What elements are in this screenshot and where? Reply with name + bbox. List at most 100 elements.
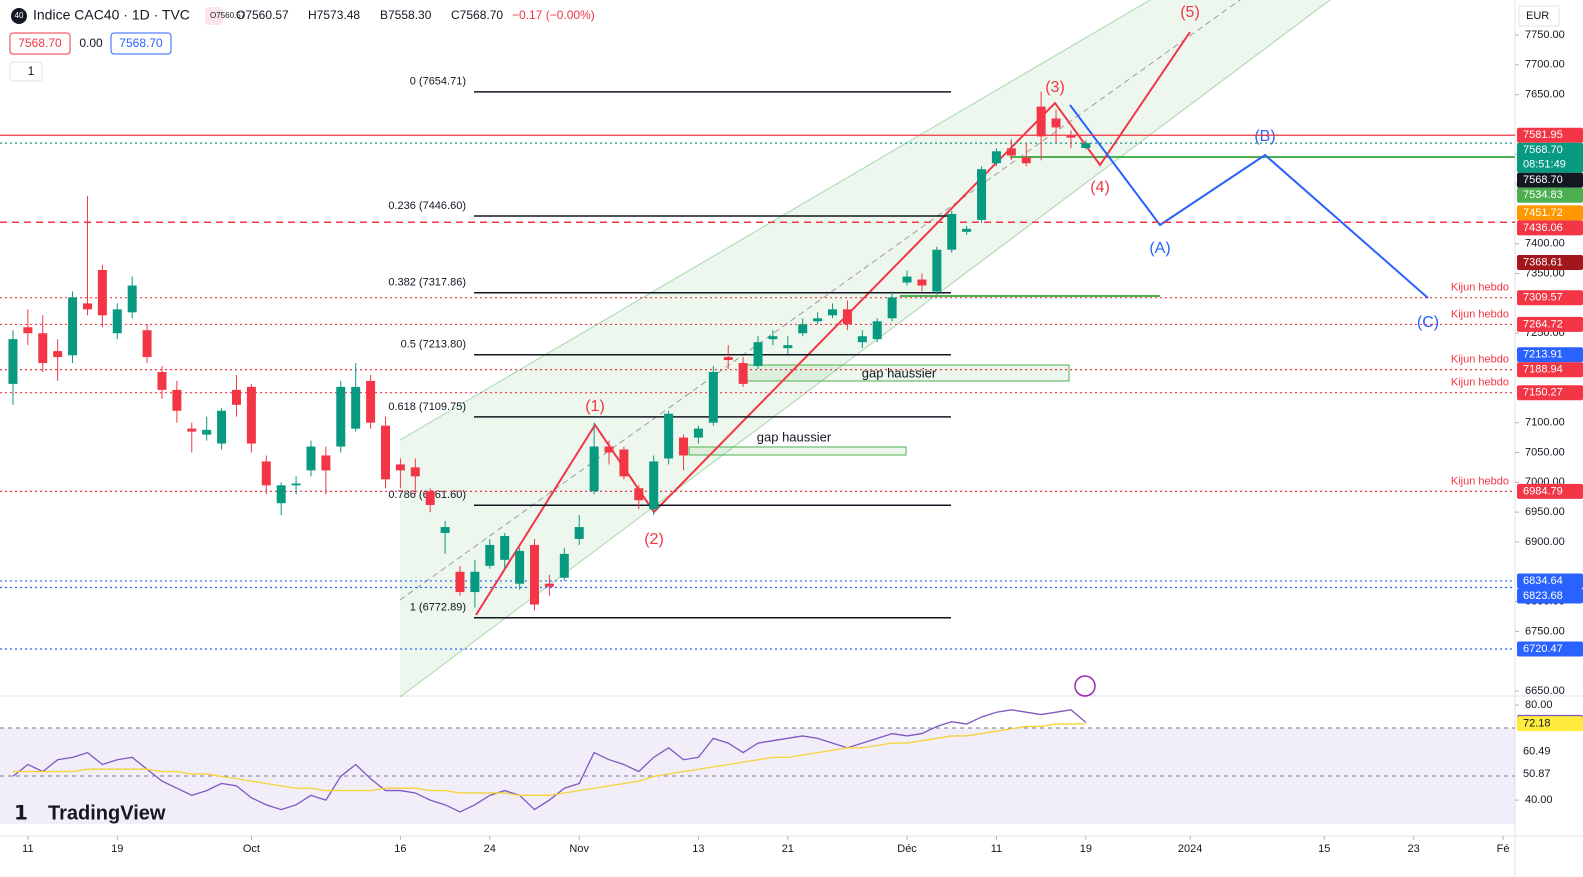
candle-body — [217, 410, 227, 444]
x-tick-label: 19 — [1080, 843, 1092, 855]
price-label: 7581.95 — [1523, 129, 1563, 141]
rsi-line — [12, 709, 1087, 813]
rsi-tick-label: 80.00 — [1525, 699, 1553, 711]
spread: 0.00 — [79, 36, 103, 50]
candle-body — [425, 491, 435, 505]
candle-body — [887, 297, 897, 319]
candle-body — [410, 467, 420, 477]
rsi-line — [12, 723, 1086, 796]
ask-box[interactable] — [110, 32, 172, 55]
candle-body — [23, 327, 33, 334]
candle-body — [634, 488, 644, 501]
y-tick-label: 6950.00 — [1525, 506, 1565, 518]
price-label-box — [1517, 573, 1583, 589]
rsi-tick-label: 40.00 — [1525, 794, 1553, 806]
price-label: 7451.72 — [1523, 207, 1563, 219]
price-label-box — [1517, 588, 1583, 604]
ohlc-change: −0.17 (−0.00%) — [512, 8, 595, 22]
x-tick-label: 21 — [782, 843, 794, 855]
bid-box[interactable] — [9, 32, 71, 55]
candle-body — [351, 386, 361, 429]
candle-body — [857, 336, 867, 343]
price-label: 7309.57 — [1523, 292, 1563, 304]
candle-body — [738, 363, 748, 384]
candle-body — [68, 297, 78, 356]
candle-body — [962, 228, 972, 232]
candle-body — [872, 321, 882, 340]
candle-body — [112, 309, 122, 334]
price-label-box — [1517, 127, 1583, 143]
candle-body — [380, 425, 390, 480]
ask: 7568.70 — [119, 36, 163, 50]
ohlc-open: O7560.57 — [236, 8, 289, 22]
level-tag: Kijun hebdo — [1451, 475, 1509, 487]
price-label: 7368.61 — [1523, 256, 1563, 268]
candle-body — [977, 169, 987, 220]
price-label: 6823.68 — [1523, 590, 1563, 602]
candle-body — [693, 428, 703, 438]
status-icon — [205, 7, 223, 25]
candle-body — [202, 429, 212, 435]
candle-body — [723, 357, 733, 361]
price-label: 7534.83 — [1523, 189, 1563, 201]
x-tick-label: 23 — [1408, 843, 1420, 855]
price-label: 7150.27 — [1523, 387, 1563, 399]
candle-body — [276, 485, 286, 504]
rsi-label: 50.87 — [1523, 768, 1551, 780]
candle-body — [440, 527, 450, 534]
candle-body — [142, 330, 152, 358]
candle-body — [261, 461, 271, 486]
price-label-box — [1517, 172, 1583, 188]
rsi-label: 72.18 — [1523, 718, 1551, 730]
rsi-label-box — [1517, 743, 1583, 759]
y-tick-label: 7100.00 — [1525, 417, 1565, 429]
candle-body — [828, 309, 838, 316]
candle-body — [604, 446, 614, 453]
candle-body — [321, 455, 331, 471]
candle-body — [902, 276, 912, 283]
wave-label: (A) — [1149, 240, 1170, 257]
candle-body — [82, 303, 92, 310]
wave-label: (C) — [1417, 314, 1439, 331]
candle-body — [1006, 148, 1016, 156]
candle-body — [291, 483, 301, 486]
wave-label: (3) — [1045, 79, 1065, 96]
candle-body — [559, 553, 569, 578]
price-label-box — [1517, 385, 1583, 401]
candle-body — [753, 342, 763, 367]
candle-body — [783, 345, 793, 349]
ohlc: O7560.57 — [210, 11, 246, 20]
rsi-label-box — [1517, 766, 1583, 782]
ohlc-high: H7573.48 — [308, 8, 360, 22]
x-tick-label: 19 — [111, 843, 123, 855]
wave-label: (2) — [644, 531, 664, 548]
candle-body — [544, 583, 554, 587]
event-icon[interactable] — [1074, 675, 1096, 697]
wave-label: (1) — [585, 398, 605, 415]
currency-box[interactable] — [1518, 5, 1560, 27]
candle-body — [246, 386, 256, 444]
fib-label: 0.382 (7317.86) — [388, 277, 466, 289]
fib-label: 1 (6772.89) — [410, 602, 466, 614]
candle-body — [708, 371, 718, 423]
currency: EUR — [1526, 10, 1549, 22]
y-tick-label: 7650.00 — [1525, 89, 1565, 101]
candle-body — [1051, 118, 1061, 128]
price-label-box — [1517, 187, 1583, 203]
wave-label: (B) — [1254, 128, 1275, 145]
symbol[interactable]: Indice CAC40 · 1D · TVC — [33, 7, 190, 23]
candle-body — [485, 544, 495, 566]
price-label: 6720.47 — [1523, 643, 1563, 655]
candle-body — [231, 389, 241, 405]
badge — [11, 8, 27, 24]
channel-upper — [399, 0, 1151, 441]
fib-label: 0 (7654.71) — [410, 76, 466, 88]
price-label-box — [1517, 142, 1583, 173]
candle-body — [336, 386, 346, 447]
price-label: 7213.91 — [1523, 349, 1563, 361]
price-label: 7436.06 — [1523, 222, 1563, 234]
indicator-toggle[interactable] — [9, 61, 43, 82]
